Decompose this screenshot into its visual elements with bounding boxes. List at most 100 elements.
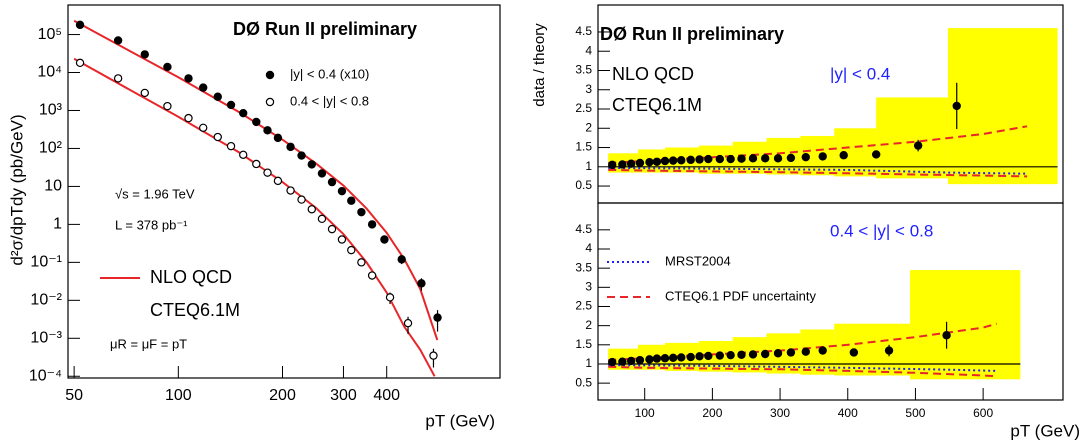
y-tick-label: 0.5 bbox=[575, 375, 592, 389]
data-point bbox=[645, 157, 654, 167]
data-point bbox=[417, 279, 426, 288]
y-tick-label: 3 bbox=[585, 279, 592, 293]
data-point bbox=[635, 158, 645, 168]
data-point bbox=[429, 351, 438, 360]
y-tick-label: 10⁵ bbox=[38, 26, 62, 43]
data-point bbox=[307, 160, 316, 169]
data-point bbox=[801, 152, 810, 162]
data-point bbox=[726, 154, 735, 164]
plot-frame bbox=[67, 4, 501, 379]
data-point bbox=[668, 353, 678, 363]
data-point bbox=[263, 168, 272, 177]
data-point bbox=[626, 356, 636, 366]
data-point bbox=[113, 36, 123, 45]
data-point bbox=[199, 123, 208, 132]
y-tick-label: 2 bbox=[585, 120, 592, 134]
data-point bbox=[163, 62, 172, 72]
data-point bbox=[263, 126, 272, 135]
x-axis-label: pT (GeV) bbox=[425, 411, 495, 430]
data-point bbox=[367, 271, 377, 280]
data-point bbox=[357, 258, 366, 267]
y-tick-label: 1.5 bbox=[575, 140, 592, 154]
data-point bbox=[686, 352, 695, 362]
y-tick-label: 10⁻² bbox=[30, 292, 62, 309]
data-point bbox=[695, 352, 704, 361]
chart-title: DØ Run II preliminary bbox=[600, 24, 784, 44]
data-point bbox=[760, 349, 770, 359]
data-point bbox=[704, 351, 713, 361]
data-point bbox=[273, 176, 283, 186]
data-point bbox=[286, 186, 295, 195]
data-point bbox=[213, 92, 222, 101]
data-point bbox=[252, 159, 261, 169]
data-point bbox=[113, 74, 123, 83]
data-point bbox=[635, 355, 645, 365]
data-point bbox=[297, 195, 306, 204]
data-point bbox=[913, 141, 923, 150]
annotation: μR = μF = pT bbox=[110, 336, 187, 351]
data-point bbox=[652, 354, 662, 363]
data-point bbox=[327, 224, 337, 234]
data-point bbox=[286, 142, 295, 152]
data-point bbox=[75, 20, 85, 30]
data-point bbox=[704, 154, 713, 164]
data-point bbox=[140, 50, 149, 59]
data-point bbox=[397, 255, 406, 264]
data-point bbox=[786, 348, 796, 357]
legend-label: CTEQ6.1 PDF uncertainty bbox=[665, 288, 816, 303]
y-tick-label: 3.5 bbox=[575, 260, 592, 274]
y-tick-label: 10² bbox=[39, 140, 63, 157]
data-point bbox=[952, 101, 961, 111]
theory-line bbox=[608, 364, 997, 372]
legend-label: CTEQ6.1M bbox=[150, 300, 240, 320]
data-point bbox=[773, 349, 783, 358]
data-point bbox=[184, 74, 193, 83]
uncertainty-band bbox=[910, 270, 1021, 380]
x-tick-label: 300 bbox=[330, 387, 357, 404]
y-tick-label: 2.5 bbox=[575, 299, 592, 313]
data-point bbox=[748, 350, 758, 359]
legend-label: 0.4 < |y| < 0.8 bbox=[290, 93, 369, 108]
data-point bbox=[715, 154, 725, 164]
data-point bbox=[252, 117, 261, 127]
data-point bbox=[737, 154, 746, 163]
theory-line bbox=[608, 322, 997, 362]
data-point bbox=[608, 357, 617, 367]
data-point bbox=[737, 350, 746, 359]
rapidity-label: |y| < 0.4 bbox=[830, 64, 890, 83]
x-tick-label: 200 bbox=[702, 406, 722, 420]
annotation: NLO QCD bbox=[612, 64, 694, 84]
data-point bbox=[626, 159, 636, 168]
data-point bbox=[645, 355, 654, 364]
x-tick-label: 500 bbox=[905, 406, 925, 420]
data-point bbox=[686, 155, 695, 165]
data-point bbox=[213, 132, 222, 142]
y-tick-label: 4 bbox=[585, 43, 592, 57]
data-point bbox=[199, 83, 208, 92]
data-point bbox=[273, 133, 283, 143]
plot-area bbox=[73, 19, 442, 377]
fit-curve bbox=[73, 19, 439, 341]
data-point bbox=[884, 346, 894, 355]
x-tick-label: 400 bbox=[373, 387, 400, 404]
y-tick-label: 1.5 bbox=[575, 337, 592, 351]
x-tick-label: 300 bbox=[770, 406, 790, 420]
annotation: L = 378 pb⁻¹ bbox=[115, 217, 188, 232]
data-point bbox=[239, 150, 248, 160]
y-tick-label: 10⁻⁴ bbox=[29, 367, 62, 384]
x-axis-label: pT (GeV) bbox=[1010, 421, 1080, 440]
y-tick-label: 3 bbox=[585, 82, 592, 96]
data-point bbox=[307, 205, 316, 214]
data-point bbox=[786, 153, 796, 163]
x-tick-label: 100 bbox=[165, 387, 192, 404]
data-point bbox=[239, 108, 248, 118]
y-tick-label: 4 bbox=[585, 241, 592, 255]
uncertainty-band bbox=[876, 97, 948, 179]
x-tick-label: 400 bbox=[838, 406, 858, 420]
x-tick-label: 100 bbox=[635, 406, 655, 420]
data-point bbox=[760, 154, 770, 163]
legend-label: NLO QCD bbox=[150, 267, 232, 287]
x-tick-label: 50 bbox=[65, 387, 83, 404]
data-point bbox=[357, 207, 366, 217]
